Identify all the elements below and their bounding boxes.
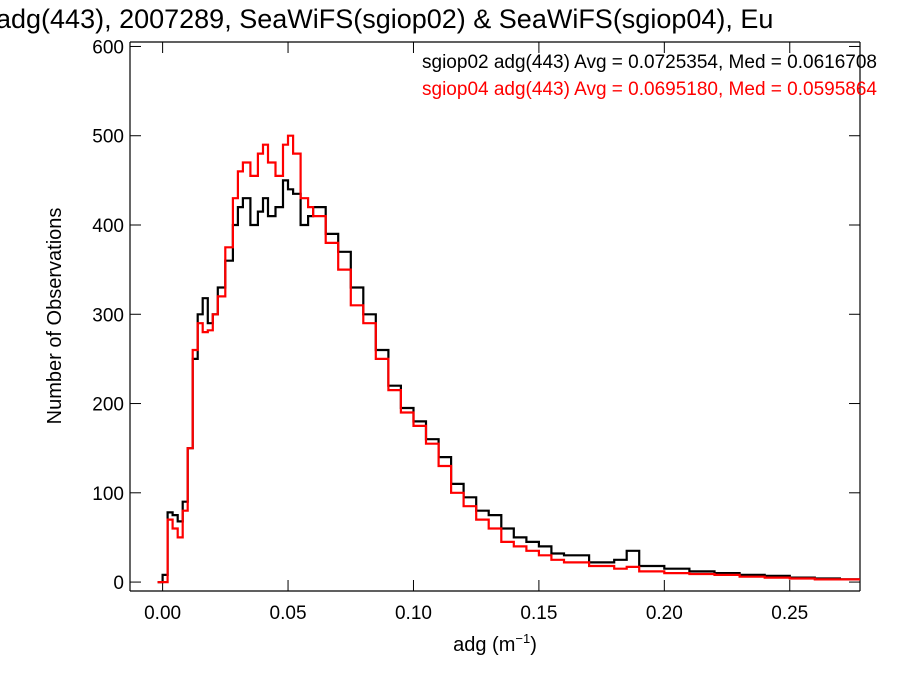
plot-frame (129, 41, 861, 592)
y-tick-label: 300 (92, 305, 124, 326)
x-axis-label-main: adg (m (453, 634, 515, 656)
legend-entry-1: sgiop02 adg(443) Avg = 0.0725354, Med = … (422, 52, 877, 73)
y-tick-label: 200 (92, 395, 124, 416)
x-axis-label-close: ) (530, 634, 537, 656)
x-axis-label: adg (m−1) (453, 631, 537, 656)
y-tick-label: 500 (92, 127, 124, 148)
legend-entry-2: sgiop04 adg(443) Avg = 0.0695180, Med = … (422, 79, 877, 100)
x-axis-label-superscript: −1 (515, 631, 530, 646)
x-tick-label: 0.00 (144, 603, 181, 624)
y-tick-label: 100 (92, 484, 124, 505)
x-tick-label: 0.05 (270, 603, 307, 624)
series-line-1 (157, 179, 860, 584)
x-tick-label: 0.25 (771, 603, 808, 624)
x-tick-label: 0.15 (520, 603, 557, 624)
x-tick-label: 0.10 (395, 603, 432, 624)
y-axis-label: Number of Observations (44, 208, 66, 425)
chart-title: adg(443), 2007289, SeaWiFS(sgiop02) & Se… (0, 4, 773, 34)
x-axis-ticks: 0.00 0.05 0.10 0.15 0.20 0.25 (144, 42, 808, 624)
series-layer (157, 134, 860, 584)
y-axis-ticks: 0 100 200 300 400 500 600 (92, 37, 860, 594)
y-tick-label: 600 (92, 37, 124, 58)
y-tick-label: 0 (113, 573, 124, 594)
y-tick-label: 400 (92, 216, 124, 237)
series-line-2 (157, 134, 860, 584)
x-tick-label: 0.20 (646, 603, 683, 624)
